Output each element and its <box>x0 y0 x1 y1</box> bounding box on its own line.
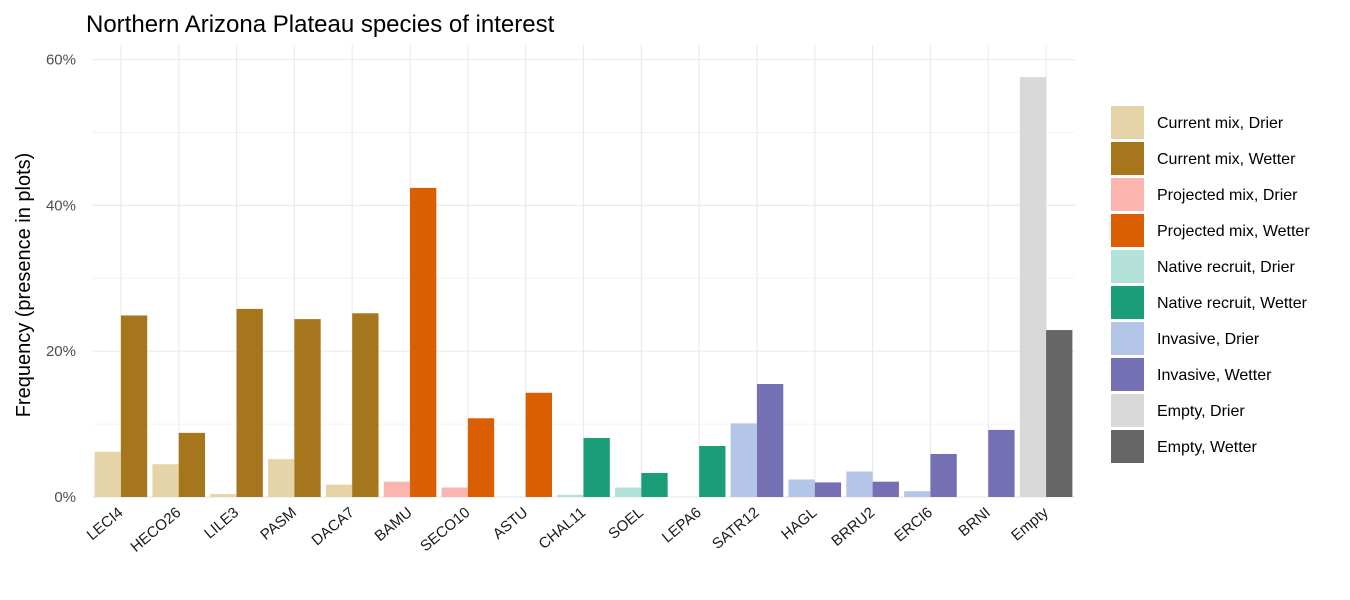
bar <box>236 308 263 497</box>
y-tick-label: 40% <box>46 197 76 214</box>
legend-label: Projected mix, Drier <box>1157 187 1298 204</box>
x-tick-label: SATR12 <box>709 504 763 553</box>
x-tick-label: BAMU <box>371 504 415 545</box>
legend-key <box>1111 286 1144 319</box>
chart-title: Northern Arizona Plateau species of inte… <box>86 11 555 38</box>
legend-label: Current mix, Wetter <box>1157 151 1296 168</box>
bar <box>210 494 237 497</box>
legend-key <box>1111 394 1144 427</box>
x-tick-label: SOEL <box>605 504 647 543</box>
x-tick-label: SECO10 <box>417 504 473 555</box>
bar <box>294 319 321 497</box>
x-tick-label: Empty <box>1008 504 1052 545</box>
bar <box>441 487 468 497</box>
x-tick-label: HECO26 <box>127 504 184 556</box>
bar <box>152 464 179 497</box>
legend-label: Projected mix, Wetter <box>1157 223 1310 240</box>
x-tick-label: LECI4 <box>84 504 127 544</box>
bar <box>94 451 121 497</box>
y-tick-label: 60% <box>46 52 76 69</box>
legend-key <box>1111 430 1144 463</box>
x-tick-label: PASM <box>257 504 300 544</box>
x-tick-label: LILE3 <box>201 504 242 542</box>
bar <box>268 459 295 497</box>
y-tick-label: 0% <box>54 489 76 506</box>
x-tick-label: ASTU <box>490 504 532 543</box>
bar <box>525 392 552 497</box>
x-tick-label: DACA7 <box>309 504 358 549</box>
bar <box>846 471 873 497</box>
bar <box>352 313 379 497</box>
legend-label: Empty, Drier <box>1157 403 1245 420</box>
y-axis-label: Frequency (presence in plots) <box>13 153 35 418</box>
bar <box>1019 77 1047 497</box>
legend: Current mix, Drier Current mix, Wetter Pro… <box>1111 106 1310 463</box>
bar <box>410 187 437 497</box>
legend-label: Current mix, Drier <box>1157 115 1284 132</box>
bar <box>1046 330 1073 497</box>
x-tick-label: BRRU2 <box>828 504 878 550</box>
bar <box>814 482 842 497</box>
bar <box>756 384 784 497</box>
legend-label: Native recruit, Drier <box>1157 259 1295 276</box>
x-tick-label: HAGL <box>778 504 820 543</box>
x-tick-label: CHAL11 <box>536 504 590 553</box>
legend-key <box>1111 322 1144 355</box>
x-tick-label: ERCI6 <box>891 504 936 545</box>
legend-label: Invasive, Wetter <box>1157 367 1272 384</box>
bar <box>325 484 353 497</box>
bar <box>904 491 931 497</box>
bar <box>788 479 815 497</box>
bar <box>615 487 642 497</box>
legend-key <box>1111 178 1144 211</box>
bar <box>178 432 206 497</box>
bar <box>583 437 610 497</box>
bar <box>730 423 757 497</box>
bar <box>467 418 495 497</box>
bar <box>641 472 668 497</box>
legend-key <box>1111 142 1144 175</box>
legend-key <box>1111 106 1144 139</box>
y-tick-label: 20% <box>46 343 76 360</box>
legend-key <box>1111 250 1144 283</box>
bar <box>872 481 899 497</box>
legend-label: Empty, Wetter <box>1157 439 1258 456</box>
y-axis-ticks: 0% 20% 40% 60% <box>46 52 76 506</box>
legend-key <box>1111 358 1144 391</box>
legend-label: Invasive, Drier <box>1157 331 1260 348</box>
bars <box>94 77 1073 497</box>
x-tick-label: LEPA6 <box>659 504 705 546</box>
bar <box>699 445 726 497</box>
bar <box>988 429 1015 497</box>
bar <box>930 453 957 497</box>
bar <box>383 481 411 497</box>
bar <box>557 494 584 497</box>
legend-label: Native recruit, Wetter <box>1157 295 1308 312</box>
x-tick-label: BRNI <box>955 504 993 540</box>
x-axis-ticks: LECI4 HECO26 LILE3 PASM DACA7 BAMU SECO10 ASTU C… <box>84 504 1052 556</box>
bar <box>120 315 148 497</box>
legend-key <box>1111 214 1144 247</box>
